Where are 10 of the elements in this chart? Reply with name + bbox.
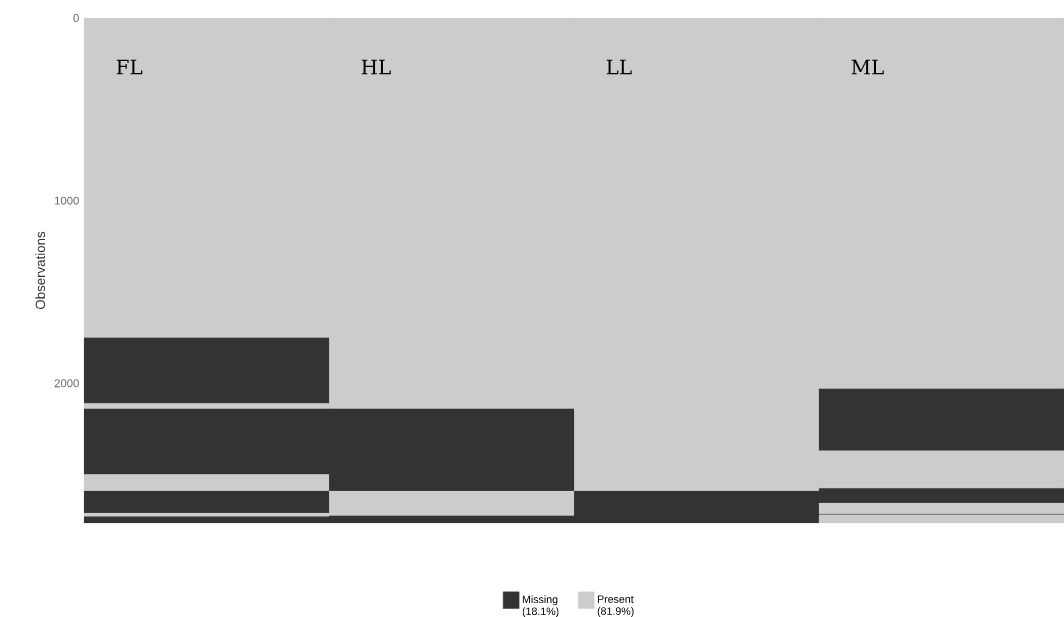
y-tick-label: 1000 — [55, 196, 79, 205]
legend-label: Present (81.9%) — [597, 595, 634, 617]
x-tick-label: ML — [851, 59, 884, 75]
y-tick-label: 0 — [73, 14, 79, 22]
legend-label: Missing (18.1%) — [522, 595, 559, 617]
x-tick-label: FL — [116, 59, 143, 75]
x-tick-label: HL — [361, 59, 391, 75]
y-axis-title: Observations — [35, 231, 46, 310]
y-tick-label: 2000 — [54, 379, 79, 388]
x-tick-label: LL — [606, 59, 632, 75]
